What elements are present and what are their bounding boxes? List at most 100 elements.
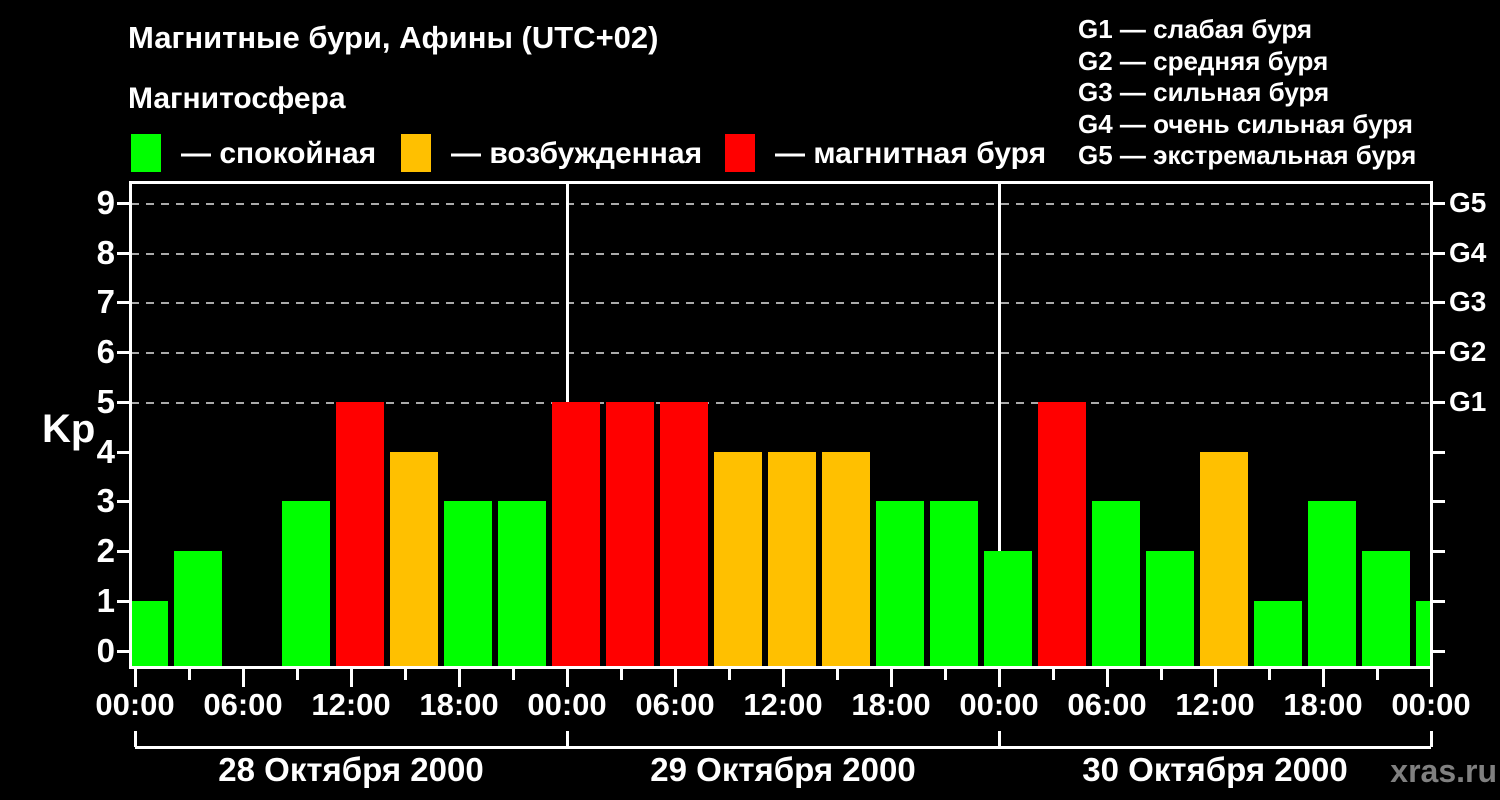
storm-scale-line-g3: G3 — сильная буря xyxy=(1078,77,1330,107)
date-bracket-line xyxy=(135,746,1431,749)
y-tick-left xyxy=(117,450,129,454)
plot-area xyxy=(131,184,1430,667)
gridline-kp5 xyxy=(131,401,1430,404)
y-axis-label-5: 5 xyxy=(96,382,115,420)
x-tick-minor xyxy=(728,669,731,680)
x-tick-major xyxy=(134,669,137,687)
x-axis-time-label: 00:00 xyxy=(1391,687,1471,722)
kp-bar xyxy=(552,401,601,667)
kp-bar xyxy=(876,501,925,667)
kp-bar xyxy=(282,501,331,667)
day-separator xyxy=(998,184,1001,667)
x-tick-major xyxy=(890,669,893,687)
kp-bar xyxy=(1308,501,1357,667)
x-axis-time-label: 00:00 xyxy=(95,687,175,722)
x-tick-minor xyxy=(188,669,191,680)
kp-bar xyxy=(606,401,655,667)
kp-bar xyxy=(1416,600,1430,667)
y-tick-right xyxy=(1433,599,1445,603)
y-tick-right xyxy=(1433,351,1445,354)
x-axis-time-label: 00:00 xyxy=(527,687,607,722)
y-tick-right xyxy=(1433,649,1445,653)
y-tick-left xyxy=(117,201,129,205)
date-bracket-tick xyxy=(134,731,137,747)
x-axis-time-label: 06:00 xyxy=(1067,687,1147,722)
date-label: 30 Октября 2000 xyxy=(1082,751,1348,788)
storm-scale-line-g2: G2 — средняя буря xyxy=(1078,45,1329,76)
x-tick-minor xyxy=(944,669,947,680)
date-bracket-tick xyxy=(998,731,1001,747)
x-axis-time-label: 18:00 xyxy=(851,687,931,722)
kp-bar xyxy=(930,501,979,667)
x-axis-time-label: 06:00 xyxy=(635,687,715,722)
gridline-kp9 xyxy=(131,202,1430,205)
y-tick-left xyxy=(117,550,129,553)
chart-title: Магнитные бури, Афины (UTC+02) xyxy=(128,20,659,55)
y-axis-label-6: 6 xyxy=(96,333,115,370)
legend-swatch-quiet xyxy=(131,134,161,172)
x-axis-time-label: 06:00 xyxy=(203,687,283,722)
x-tick-minor xyxy=(512,669,515,680)
y-tick-left xyxy=(117,649,129,653)
legend-item-quiet: — спокойная xyxy=(131,134,461,172)
legend-swatch-excited xyxy=(401,134,431,172)
y-tick-right xyxy=(1433,201,1445,205)
y-tick-left xyxy=(117,400,129,404)
y-tick-left xyxy=(117,500,129,504)
x-tick-minor xyxy=(620,669,623,680)
right-axis-label-g5: G5 xyxy=(1449,186,1487,218)
y-axis-label-2: 2 xyxy=(96,532,115,569)
gridline-kp6 xyxy=(131,352,1430,354)
x-tick-major xyxy=(782,669,785,687)
x-tick-major xyxy=(1322,669,1325,687)
kp-bar xyxy=(498,501,547,667)
x-tick-major xyxy=(566,669,569,687)
legend-label-excited: — возбужденная xyxy=(451,137,703,170)
x-tick-minor xyxy=(1052,669,1055,680)
kp-bar xyxy=(984,551,1033,667)
y-tick-left xyxy=(117,351,129,354)
storm-scale-line-g1: G1 — слабая буря xyxy=(1078,14,1313,44)
x-tick-major xyxy=(1430,669,1433,687)
x-tick-major xyxy=(350,669,353,687)
y-tick-right xyxy=(1433,301,1445,305)
date-bracket-tick xyxy=(1430,731,1433,747)
x-tick-major xyxy=(242,669,245,687)
x-tick-minor xyxy=(1376,669,1379,680)
legend-item-excited: — возбужденная xyxy=(401,134,731,172)
right-axis-label-g4: G4 xyxy=(1449,236,1487,268)
y-tick-right xyxy=(1433,550,1445,553)
y-axis-label-7: 7 xyxy=(96,283,115,321)
gridline-kp7 xyxy=(131,302,1430,305)
x-tick-minor xyxy=(1160,669,1163,680)
y-axis-label-3: 3 xyxy=(96,482,115,520)
x-axis-time-label: 18:00 xyxy=(1283,687,1363,722)
y-axis-label-0: 0 xyxy=(96,631,115,669)
x-axis-time-label: 18:00 xyxy=(419,687,499,722)
right-axis-label-g1: G1 xyxy=(1449,385,1487,417)
y-tick-right xyxy=(1433,450,1445,454)
date-bracket-tick xyxy=(566,731,569,747)
kp-bar xyxy=(1146,551,1195,667)
y-tick-right xyxy=(1433,251,1445,255)
x-tick-minor xyxy=(404,669,407,680)
y-tick-left xyxy=(117,599,129,603)
y-axis-title: Kp xyxy=(42,407,96,451)
kp-bar xyxy=(390,451,439,667)
kp-bar xyxy=(1362,551,1411,667)
kp-bar xyxy=(822,451,871,667)
chart-subtitle: Магнитосфера xyxy=(128,82,346,115)
y-tick-right xyxy=(1433,500,1445,504)
gridline-kp8 xyxy=(131,252,1430,255)
legend-label-quiet: — спокойная xyxy=(181,137,377,170)
legend-item-storm: — магнитная буря xyxy=(725,134,1055,172)
y-axis-label-9: 9 xyxy=(96,183,115,221)
y-axis-label-4: 4 xyxy=(96,432,115,470)
x-axis-time-label: 12:00 xyxy=(743,687,823,722)
x-axis-time-label: 00:00 xyxy=(959,687,1039,722)
date-label: 28 Октября 2000 xyxy=(218,751,484,788)
kp-bar xyxy=(768,451,817,667)
watermark: xras.ru xyxy=(1390,753,1497,789)
x-tick-major xyxy=(1106,669,1109,687)
